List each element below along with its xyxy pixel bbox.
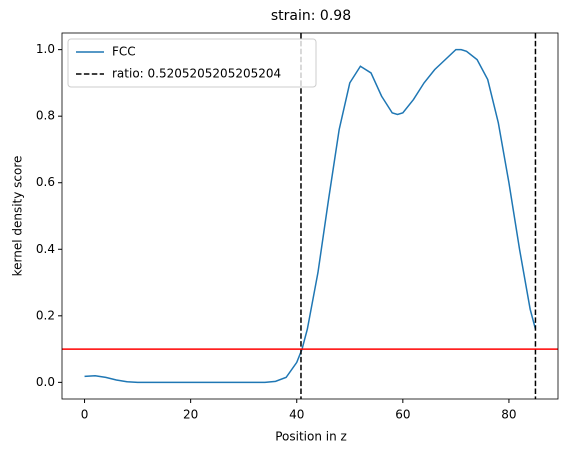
x-tick-label: 60 bbox=[395, 408, 410, 422]
x-tick-label: 20 bbox=[183, 408, 198, 422]
x-tick-label: 40 bbox=[289, 408, 304, 422]
y-tick-label: 0.6 bbox=[36, 175, 55, 189]
legend-label: ratio: 0.5205205205205204 bbox=[112, 67, 281, 81]
chart-title: strain: 0.98 bbox=[271, 8, 351, 24]
y-tick-label: 0.0 bbox=[36, 375, 55, 389]
y-tick-label: 0.8 bbox=[36, 109, 55, 123]
y-tick-label: 0.4 bbox=[36, 242, 55, 256]
axes-frame bbox=[61, 32, 559, 400]
y-tick-label: 1.0 bbox=[36, 42, 55, 56]
line-series bbox=[84, 48, 537, 384]
x-axis-label: Position in z bbox=[275, 430, 347, 444]
y-tick-label: 0.2 bbox=[36, 308, 55, 322]
x-tick-label: 0 bbox=[81, 408, 89, 422]
legend-label: FCC bbox=[112, 45, 136, 59]
legend-box bbox=[67, 38, 317, 88]
y-axis-label: kernel density score bbox=[11, 156, 25, 277]
x-tick-label: 80 bbox=[501, 408, 516, 422]
